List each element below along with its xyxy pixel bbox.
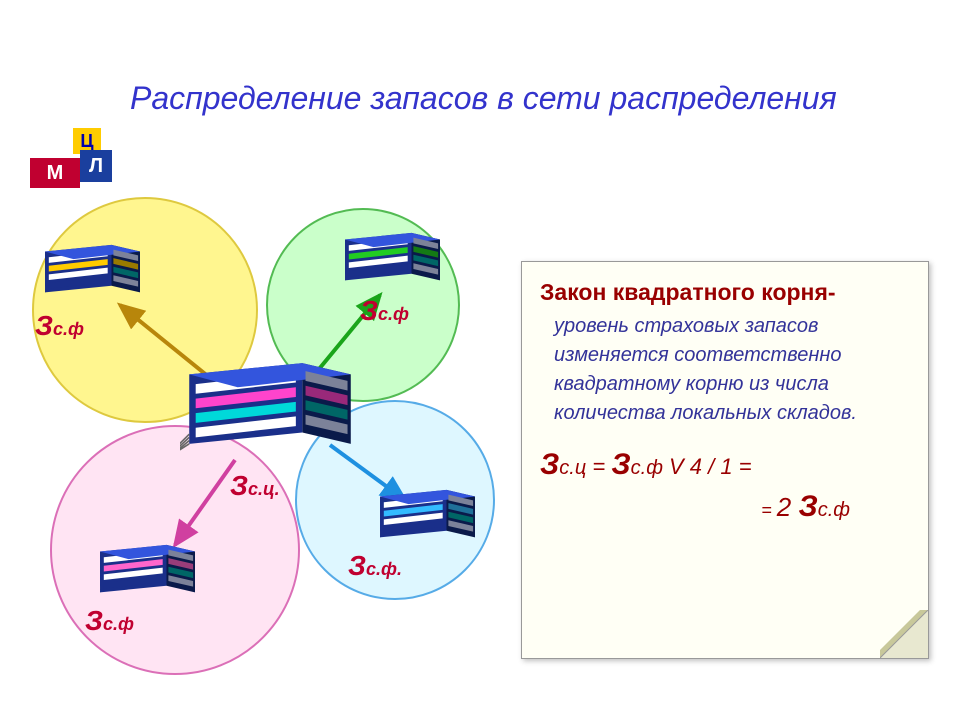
law-formula-1: Зс.ц = Зс.ф V 4 / 1 =: [540, 448, 910, 482]
distribution-diagram: Зс.ф Зс.ф Зс.ф Зс.ф. Зс.ц.: [10, 200, 510, 680]
law-formula-2: = 2 Зс.ф: [540, 490, 910, 524]
central-warehouse-icon: [180, 355, 360, 460]
distribution-arrow: [175, 460, 235, 545]
page-fold-icon: [880, 610, 928, 658]
law-heading: Закон квадратного корня-: [540, 278, 910, 308]
branch-warehouse-icon: [45, 240, 140, 302]
law-body: уровень страховых запасов изменяется соо…: [540, 312, 910, 428]
slide-title: Распределение запасов в сети распределен…: [130, 80, 837, 117]
branch-label: Зс.ф.: [348, 550, 402, 582]
branch-warehouse-icon: [380, 485, 475, 547]
logo-l: Л: [80, 150, 112, 182]
branch-warehouse-icon: [345, 228, 440, 290]
branch-label: Зс.ф: [35, 310, 84, 342]
central-label: Зс.ц.: [230, 470, 280, 502]
logo: Ц Л М: [30, 128, 140, 198]
logo-m: М: [30, 158, 80, 188]
branch-label: Зс.ф: [360, 295, 409, 327]
branch-warehouse-icon: [100, 540, 195, 602]
law-textbox: Закон квадратного корня- уровень страхов…: [521, 261, 929, 659]
branch-label: Зс.ф: [85, 605, 134, 637]
